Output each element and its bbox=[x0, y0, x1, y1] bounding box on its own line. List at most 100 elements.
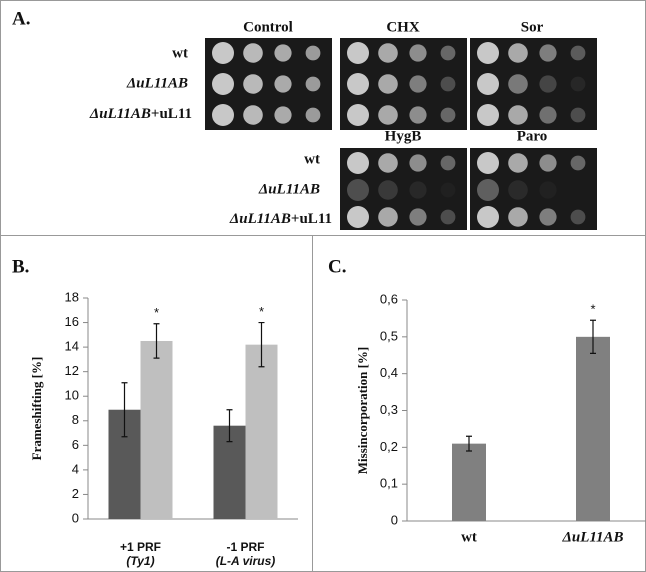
significance-label: * bbox=[154, 305, 159, 320]
colony-spot bbox=[378, 207, 398, 227]
colony-spot bbox=[477, 152, 499, 174]
colony-spot bbox=[243, 105, 263, 125]
y-tick-label: 6 bbox=[72, 437, 79, 452]
y-tick-label: 0,2 bbox=[380, 439, 398, 454]
colony-spot bbox=[409, 106, 427, 124]
strain: ΔuL11AB bbox=[258, 181, 320, 197]
y-tick-label: 0 bbox=[391, 512, 398, 527]
colony-spot bbox=[539, 154, 557, 172]
error-bar bbox=[590, 319, 596, 355]
colony-spot bbox=[212, 42, 234, 64]
colony-spot bbox=[212, 104, 234, 126]
colony-spot bbox=[508, 180, 528, 200]
bar bbox=[576, 336, 610, 521]
error-bar bbox=[466, 435, 472, 452]
colony-spot bbox=[378, 43, 398, 63]
colony-spot bbox=[539, 181, 557, 199]
colony-spot bbox=[409, 75, 427, 93]
colony-spot bbox=[274, 44, 292, 62]
treatment: Paro bbox=[517, 128, 548, 144]
panel-label: A. bbox=[12, 8, 30, 29]
colony-spot bbox=[440, 76, 456, 92]
colony-spot bbox=[539, 75, 557, 93]
strain-part: +uL11 bbox=[151, 106, 192, 122]
y-tick-label: 2 bbox=[72, 486, 79, 501]
x-tick-label: +1 PRF bbox=[120, 540, 161, 554]
strain: wt bbox=[172, 45, 188, 61]
colony-spot bbox=[378, 105, 398, 125]
colony-spot bbox=[305, 107, 321, 123]
bar bbox=[452, 443, 486, 521]
colony-spot bbox=[409, 154, 427, 172]
error-bar bbox=[258, 321, 265, 368]
y-axis-label: Frameshifting [%] bbox=[29, 357, 44, 461]
significance-label: * bbox=[259, 304, 264, 319]
error-bar bbox=[226, 409, 233, 443]
strain: ΔuL11AB+uL11 bbox=[89, 106, 192, 122]
colony-spot bbox=[347, 73, 369, 95]
colony-spot bbox=[440, 45, 456, 61]
treatment: HygB bbox=[385, 128, 422, 144]
y-axis-label: Missincorporation [%] bbox=[355, 347, 370, 474]
treatment: Sor bbox=[521, 19, 544, 35]
y-tick-label: 12 bbox=[65, 363, 79, 378]
colony-spot bbox=[508, 105, 528, 125]
colony-spot bbox=[305, 45, 321, 61]
colony-spot bbox=[409, 208, 427, 226]
colony-spot bbox=[440, 182, 456, 198]
panel-label: C. bbox=[328, 256, 346, 277]
colony-spot bbox=[274, 106, 292, 124]
y-tick-label: 0,5 bbox=[380, 328, 398, 343]
colony-spot bbox=[539, 44, 557, 62]
colony-spot bbox=[347, 152, 369, 174]
error-bar bbox=[121, 382, 128, 438]
x-tick-label: wt bbox=[461, 529, 477, 545]
y-tick-label: 4 bbox=[72, 461, 79, 476]
colony-spot bbox=[570, 76, 586, 92]
colony-spot bbox=[347, 42, 369, 64]
strain: ΔuL11AB bbox=[126, 75, 188, 91]
strain: ΔuL11AB+uL11 bbox=[229, 211, 332, 227]
colony-spot bbox=[243, 74, 263, 94]
colony-spot bbox=[570, 45, 586, 61]
colony-spot bbox=[508, 74, 528, 94]
bar bbox=[140, 340, 173, 519]
y-tick-label: 10 bbox=[65, 388, 79, 403]
colony-spot bbox=[347, 179, 369, 201]
x-tick-sublabel: (L-A virus) bbox=[216, 554, 276, 568]
colony-spot bbox=[570, 107, 586, 123]
colony-spot bbox=[539, 208, 557, 226]
colony-spot bbox=[347, 206, 369, 228]
error-bar bbox=[153, 323, 160, 359]
colony-spot bbox=[378, 153, 398, 173]
strain-part: +uL11 bbox=[291, 211, 332, 227]
y-tick-label: 0,1 bbox=[380, 476, 398, 491]
y-tick-label: 14 bbox=[65, 339, 79, 354]
significance-label: * bbox=[590, 302, 595, 317]
y-tick-label: 0,3 bbox=[380, 402, 398, 417]
colony-spot bbox=[570, 155, 586, 171]
colony-spot bbox=[508, 153, 528, 173]
x-tick-sublabel: (Ty1) bbox=[126, 554, 154, 568]
colony-spot bbox=[378, 74, 398, 94]
colony-spot bbox=[508, 207, 528, 227]
colony-spot bbox=[477, 73, 499, 95]
colony-spot bbox=[378, 180, 398, 200]
colony-spot bbox=[477, 104, 499, 126]
colony-spot bbox=[477, 206, 499, 228]
colony-spot bbox=[212, 73, 234, 95]
x-tick-label: -1 PRF bbox=[226, 540, 264, 554]
colony-spot bbox=[440, 209, 456, 225]
colony-spot bbox=[539, 106, 557, 124]
colony-spot bbox=[409, 44, 427, 62]
strain-part: ΔuL11AB bbox=[89, 106, 151, 122]
colony-spot bbox=[570, 209, 586, 225]
panel-label: B. bbox=[12, 256, 29, 277]
y-tick-label: 0,4 bbox=[380, 365, 398, 380]
strain: wt bbox=[304, 151, 320, 167]
colony-spot bbox=[274, 75, 292, 93]
colony-spot bbox=[440, 107, 456, 123]
y-tick-label: 8 bbox=[72, 412, 79, 427]
y-tick-label: 18 bbox=[65, 289, 79, 304]
